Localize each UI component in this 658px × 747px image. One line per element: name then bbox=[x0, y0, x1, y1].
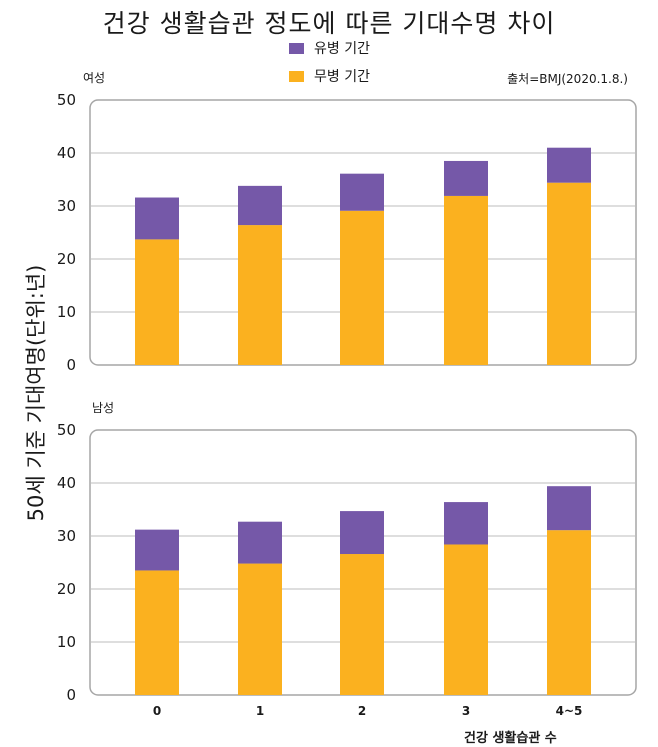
bar-segment bbox=[135, 529, 179, 571]
x-tick-label: 3 bbox=[462, 704, 470, 718]
x-axis-label: 건강 생활습관 수 bbox=[464, 731, 557, 746]
y-tick-label: 20 bbox=[57, 580, 76, 598]
legend-item-healthy: 무병 기간 bbox=[289, 66, 370, 86]
bar-segment bbox=[340, 511, 384, 555]
bar-segment bbox=[340, 210, 384, 365]
bar-segment bbox=[547, 530, 591, 695]
y-tick-label: 50 bbox=[57, 421, 76, 439]
bar-segment bbox=[135, 239, 179, 365]
y-tick-label: 10 bbox=[57, 633, 76, 651]
legend-swatch-healthy bbox=[289, 70, 304, 82]
legend-swatch-sick bbox=[289, 42, 304, 54]
y-tick-label: 40 bbox=[57, 144, 76, 162]
bar-segment bbox=[444, 502, 488, 545]
source-note: 출처=BMJ(2020.1.8.) bbox=[507, 72, 628, 86]
panel-title-0: 여성 bbox=[83, 71, 105, 85]
bar-segment bbox=[547, 486, 591, 531]
bar-segment bbox=[444, 195, 488, 365]
bar-segment bbox=[547, 147, 591, 183]
x-tick-label: 1 bbox=[256, 704, 264, 718]
y-tick-label: 40 bbox=[57, 474, 76, 492]
bar-segment bbox=[340, 173, 384, 211]
x-tick-label: 4~5 bbox=[556, 704, 583, 718]
bar-segment bbox=[444, 544, 488, 695]
y-tick-label: 0 bbox=[66, 356, 76, 374]
bar-segment bbox=[238, 185, 282, 226]
bar-segment bbox=[238, 521, 282, 564]
bar-segment bbox=[135, 570, 179, 695]
legend-label-healthy: 무병 기간 bbox=[314, 69, 370, 85]
x-tick-label: 0 bbox=[153, 704, 161, 718]
legend-label-sick: 유병 기간 bbox=[314, 41, 370, 57]
bar-segment bbox=[238, 225, 282, 365]
y-tick-label: 30 bbox=[57, 527, 76, 545]
panel-title-1: 남성 bbox=[92, 401, 114, 415]
y-tick-label: 20 bbox=[57, 250, 76, 268]
y-tick-label: 50 bbox=[57, 91, 76, 109]
x-tick-label: 2 bbox=[358, 704, 366, 718]
legend-item-sick: 유병 기간 bbox=[289, 38, 370, 58]
bar-segment bbox=[340, 554, 384, 695]
bar-segment bbox=[135, 197, 179, 240]
bar-segment bbox=[238, 563, 282, 695]
bar-segment bbox=[547, 182, 591, 365]
y-tick-label: 30 bbox=[57, 197, 76, 215]
y-tick-label: 0 bbox=[66, 686, 76, 704]
y-tick-label: 10 bbox=[57, 303, 76, 321]
bar-segment bbox=[444, 160, 488, 196]
chart-title: 건강 생활습관 정도에 따른 기대수명 차이 bbox=[102, 9, 556, 38]
